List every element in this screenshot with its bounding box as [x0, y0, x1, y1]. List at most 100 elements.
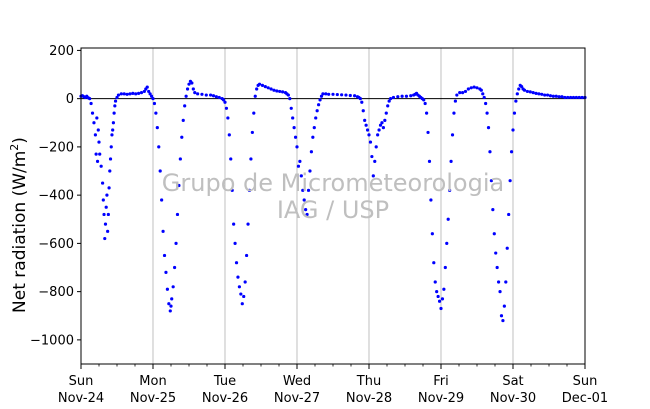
data-point — [308, 169, 312, 173]
data-point — [371, 174, 375, 178]
data-point — [234, 261, 239, 265]
data-point — [125, 92, 129, 96]
data-point — [104, 205, 108, 209]
data-point — [485, 111, 489, 115]
data-point — [511, 128, 515, 132]
data-point — [101, 198, 105, 202]
data-point — [278, 89, 282, 94]
data-point — [377, 128, 381, 132]
data-point — [112, 111, 116, 115]
y-tick-label: −200 — [38, 140, 74, 155]
data-point — [131, 91, 135, 95]
data-point — [508, 179, 512, 183]
data-point — [370, 154, 374, 159]
data-point — [164, 270, 168, 274]
data-point — [116, 93, 121, 97]
data-point — [200, 92, 204, 96]
x-tick-day: Mon — [139, 374, 166, 389]
data-point — [494, 251, 498, 255]
data-point — [252, 111, 256, 115]
data-point — [381, 126, 385, 130]
data-point — [517, 87, 521, 91]
data-point — [309, 150, 313, 154]
data-point — [281, 90, 285, 94]
data-point — [302, 198, 306, 202]
data-point — [551, 94, 555, 98]
data-point — [110, 133, 114, 137]
data-point — [537, 92, 541, 96]
data-point — [522, 88, 527, 92]
data-point — [137, 91, 141, 95]
data-point — [335, 92, 339, 97]
data-point — [580, 95, 584, 100]
x-axis: Sun Nov-24 Mon Nov-25 Tue Nov-26 Wed Nov-27 Thu N… — [58, 364, 608, 406]
data-point — [211, 94, 216, 98]
data-point — [247, 188, 252, 192]
data-point — [360, 100, 364, 104]
y-axis-label-close: ) — [10, 137, 30, 144]
data-point — [209, 93, 213, 97]
x-tick-day: Sun — [573, 374, 598, 389]
data-point — [180, 135, 184, 139]
x-tick-date: Dec-01 — [562, 391, 608, 406]
data-point — [177, 183, 181, 188]
y-tick-label: −800 — [38, 285, 74, 300]
data-point — [96, 128, 100, 132]
data-point — [236, 275, 240, 279]
data-point — [304, 208, 308, 212]
data-point — [291, 116, 295, 120]
data-point — [95, 116, 99, 120]
data-point — [446, 217, 450, 221]
data-point — [160, 198, 164, 202]
data-point — [450, 133, 455, 137]
data-point — [193, 91, 197, 95]
data-points — [79, 79, 587, 323]
data-point — [324, 92, 328, 96]
data-point — [111, 128, 115, 132]
data-point — [224, 106, 229, 110]
data-point — [190, 81, 194, 85]
data-point — [502, 304, 506, 308]
data-point — [243, 280, 247, 284]
grid-lines — [152, 48, 514, 364]
x-tick-date: Nov-30 — [490, 391, 536, 406]
data-point — [154, 111, 158, 115]
data-point — [327, 92, 331, 96]
data-point — [497, 280, 501, 284]
data-point — [423, 101, 427, 106]
data-point — [440, 297, 445, 301]
y-tick-label: −1000 — [30, 333, 74, 348]
data-point — [115, 95, 119, 100]
y-tick-label: −400 — [38, 189, 74, 204]
y-axis-label-superscript: 2 — [8, 144, 21, 151]
data-point — [171, 285, 175, 289]
data-point — [113, 104, 117, 108]
data-point — [409, 94, 413, 98]
data-point — [482, 95, 486, 100]
data-point — [183, 104, 187, 108]
data-point — [185, 87, 190, 91]
data-point — [97, 140, 101, 144]
data-point — [168, 309, 172, 313]
data-point — [498, 290, 502, 294]
data-point — [387, 99, 391, 103]
data-point — [229, 157, 233, 161]
data-point — [263, 85, 267, 89]
data-point — [429, 198, 433, 202]
data-point — [233, 241, 237, 245]
data-point — [92, 121, 96, 125]
data-point — [298, 159, 302, 163]
data-point — [344, 93, 348, 97]
data-point — [422, 98, 426, 102]
data-point — [145, 85, 149, 89]
data-point — [475, 86, 479, 90]
data-point — [348, 93, 352, 98]
data-point — [315, 109, 319, 113]
data-point — [563, 95, 567, 100]
watermark: Grupo de Micrometeorologia IAG / USP — [162, 169, 504, 224]
data-point — [525, 89, 530, 94]
data-point — [426, 130, 430, 135]
x-tick-date: Nov-26 — [202, 391, 248, 406]
data-point — [106, 212, 110, 217]
data-point — [545, 93, 550, 97]
